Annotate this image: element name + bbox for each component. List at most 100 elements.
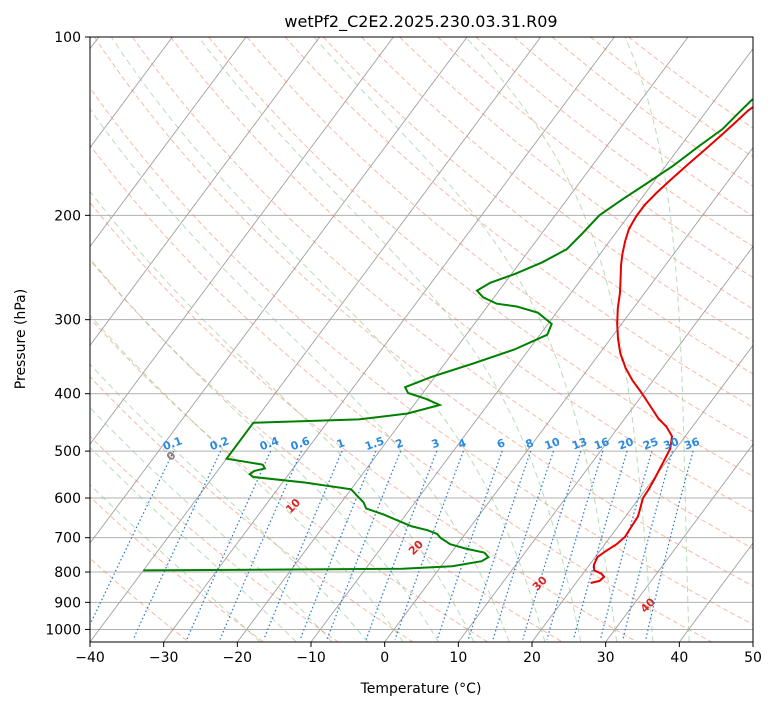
mixing-ratio-line: [365, 450, 438, 640]
dry-adiabat: [590, 37, 753, 158]
moist-adiabat: [198, 37, 582, 642]
moist-adiabat: [465, 37, 654, 642]
y-tick-label: 600: [54, 491, 81, 507]
dry-adiabat: [132, 37, 753, 550]
moist-adiabat: [90, 483, 261, 642]
mixing-ratio-line: [394, 450, 464, 640]
mixing-ratio-label: 6: [495, 436, 507, 451]
y-tick-label: 900: [54, 595, 81, 611]
mixing-ratio-line: [132, 450, 222, 640]
mixing-ratio-label: 8: [524, 436, 536, 451]
y-tick-label: 800: [54, 565, 81, 581]
moist-adiabat: [90, 190, 475, 642]
isotherm-line: [90, 37, 247, 248]
isotherm-line: [90, 37, 173, 149]
moist-adiabat: [90, 257, 439, 642]
mixing-ratio-line: [599, 450, 653, 640]
mixing-ratio-line: [645, 450, 694, 640]
dry-adiabat: [437, 37, 753, 279]
x-axis-label: Temperature (°C): [360, 681, 482, 697]
dry-adiabat-label: 10: [283, 496, 303, 516]
dry-adiabat: [361, 37, 753, 342]
mixing-ratio-label: 30: [662, 435, 681, 453]
y-tick-label: 500: [54, 444, 81, 460]
x-tick-label: 30: [597, 650, 615, 666]
dry-adiabat-label: 30: [530, 573, 550, 593]
dry-adiabat: [284, 37, 753, 408]
isotherm-line: [605, 443, 753, 642]
mixing-ratio-line: [436, 450, 503, 640]
mixing-ratio-line: [90, 450, 175, 627]
mixing-ratio-label: 4: [456, 436, 468, 451]
dry-adiabat-label: 20: [406, 538, 426, 558]
dry-adiabat: [399, 37, 753, 310]
chart-title: wetPf2_C2E2.2025.230.03.31.R09: [284, 12, 557, 32]
dry-adiabat: [90, 87, 753, 626]
dry-adiabat: [170, 37, 753, 513]
dry-adiabat: [246, 37, 753, 443]
y-tick-label: 300: [54, 313, 81, 329]
dry-adiabat: [551, 37, 753, 187]
x-tick-label: −20: [223, 650, 253, 666]
mixing-ratio-line: [522, 450, 582, 640]
mixing-ratio-label: 16: [592, 435, 611, 453]
moist-adiabat: [110, 37, 546, 642]
x-tick-label: 20: [523, 650, 541, 666]
dry-adiabat: [90, 495, 264, 642]
x-tick-label: −30: [149, 650, 179, 666]
mixing-ratio-line: [492, 450, 555, 640]
mixing-ratio-line: [186, 450, 272, 640]
moist-adiabat: [90, 108, 510, 642]
mixing-ratio-label: 0.4: [258, 434, 281, 453]
mixing-ratio-label: 25: [641, 435, 660, 452]
dry-adiabat: [90, 144, 712, 642]
dry-adiabat: [322, 37, 753, 375]
moist-adiabat: [313, 37, 618, 642]
dry-adiabat: [90, 376, 414, 642]
isotherm-line: [457, 245, 753, 642]
mixing-ratio-label: 36: [683, 435, 702, 453]
mixing-ratio-line: [326, 450, 402, 640]
isotherm-line: [90, 37, 394, 445]
mixing-ratio-label: 10: [543, 435, 562, 453]
mixing-ratio-line: [219, 450, 302, 640]
mixing-ratio-line: [546, 450, 604, 640]
moist-adiabat: [90, 446, 297, 642]
moist-adiabat: [90, 363, 369, 642]
x-tick-label: 40: [670, 650, 688, 666]
mixing-ratio-label: 20: [617, 435, 636, 453]
dewpoint-profile: [143, 97, 753, 572]
y-axis-label: Pressure (hPa): [13, 289, 29, 389]
moist-adiabat: [90, 314, 404, 642]
isotherm-line: [90, 37, 468, 544]
mixing-ratio-label: 3: [430, 436, 442, 451]
mixing-ratio-label: 13: [570, 435, 589, 452]
mixing-ratio-label: 2: [394, 436, 406, 451]
mixing-ratio-line: [263, 450, 343, 640]
y-tick-label: 1000: [45, 622, 81, 638]
mixing-ratio-label: 0.6: [289, 434, 312, 453]
isotherm-line: [531, 344, 753, 642]
x-tick-label: −40: [75, 650, 105, 666]
mixing-ratio-line: [622, 450, 673, 640]
isotherm-line: [236, 37, 689, 642]
mixing-ratio-label: 1.5: [363, 434, 386, 453]
y-tick-label: 200: [54, 208, 81, 224]
moist-adiabat: [624, 37, 690, 642]
dry-adiabat: [513, 37, 753, 217]
moist-adiabat: [90, 406, 333, 642]
mixing-ratio-line: [299, 450, 377, 640]
plot-frame: [89, 36, 754, 643]
x-tick-label: −10: [296, 650, 326, 666]
isotherm-line: [90, 37, 542, 642]
y-tick-label: 400: [54, 387, 81, 403]
y-tick-label: 100: [54, 30, 81, 46]
x-tick-label: 50: [744, 650, 762, 666]
mixing-ratio-label: 0.1: [161, 434, 184, 453]
mixing-ratio-line: [467, 450, 532, 640]
dry-adiabat: [90, 201, 638, 642]
y-tick-label: 700: [54, 531, 81, 547]
isotherm-line: [90, 37, 321, 347]
